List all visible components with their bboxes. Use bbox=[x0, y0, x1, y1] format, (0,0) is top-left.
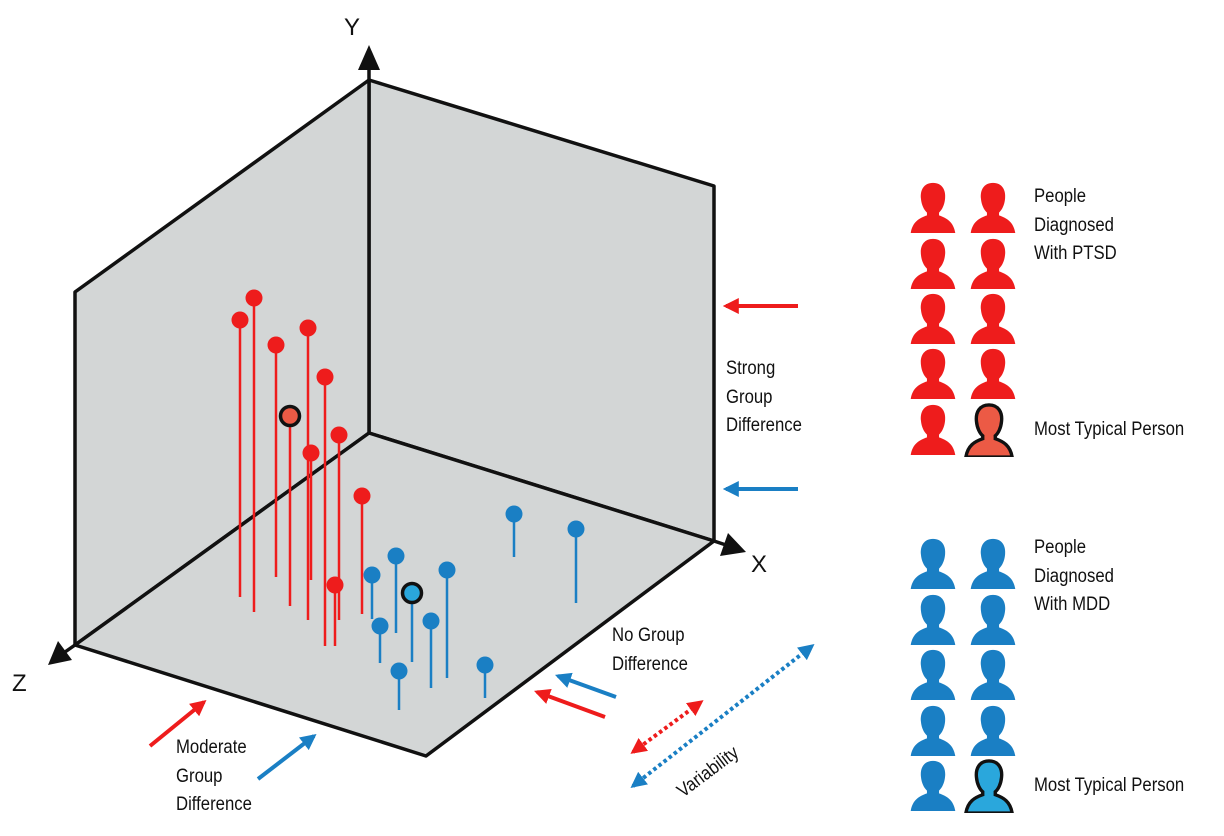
person-silhouette-icon bbox=[970, 538, 1016, 589]
z-axis-label: Z bbox=[12, 670, 27, 697]
mdd-point bbox=[371, 617, 389, 635]
y-axis-label: Y bbox=[344, 14, 361, 41]
z-axis-extension bbox=[63, 643, 77, 654]
person-silhouette-icon bbox=[910, 760, 956, 811]
ptsd-point bbox=[302, 444, 320, 462]
mdd-point bbox=[363, 566, 381, 584]
person-silhouette-icon bbox=[910, 238, 956, 289]
no-difference-label: No Group Difference bbox=[612, 625, 688, 675]
person-silhouette-icon bbox=[970, 348, 1016, 399]
person-silhouette-icon bbox=[970, 238, 1016, 289]
moderate-red-arrow bbox=[148, 699, 207, 748]
strong-difference-label: Strong Group Difference bbox=[726, 358, 802, 436]
mdd-point bbox=[438, 561, 456, 579]
mdd-typical-person-icon bbox=[966, 761, 1012, 813]
ptsd-points bbox=[231, 289, 371, 646]
mdd-people-group bbox=[910, 538, 1016, 813]
ptsd-point bbox=[316, 368, 334, 386]
ptsd-point bbox=[326, 576, 344, 594]
no-diff-blue-arrow bbox=[554, 672, 617, 699]
ptsd-point bbox=[353, 487, 371, 505]
ptsd-legend-title: People Diagnosed With PTSD bbox=[1034, 186, 1117, 264]
variability-red-arrow bbox=[630, 700, 704, 754]
x-axis-label: X bbox=[751, 551, 768, 578]
variability-blue-arrow bbox=[630, 644, 815, 788]
cube-3d bbox=[48, 45, 746, 758]
person-silhouette-icon bbox=[910, 538, 956, 589]
person-silhouette-icon bbox=[910, 705, 956, 756]
ptsd-people-group bbox=[910, 182, 1016, 457]
person-silhouette-icon bbox=[910, 649, 956, 700]
x-axis-arrowhead bbox=[720, 533, 746, 556]
person-silhouette-icon bbox=[910, 293, 956, 344]
person-silhouette-icon bbox=[970, 594, 1016, 645]
person-silhouette-icon bbox=[970, 649, 1016, 700]
z-axis-arrowhead bbox=[48, 641, 72, 665]
mdd-points bbox=[363, 505, 585, 710]
mdd-point bbox=[567, 520, 585, 538]
ptsd-most-typical-point bbox=[278, 404, 302, 428]
mdd-typical-label: Most Typical Person bbox=[1034, 775, 1185, 796]
moderate-blue-arrow bbox=[256, 734, 317, 781]
ptsd-point bbox=[330, 426, 348, 444]
person-silhouette-icon bbox=[970, 293, 1016, 344]
ptsd-point bbox=[231, 311, 249, 329]
x-axis-extension bbox=[713, 539, 727, 547]
ptsd-point bbox=[245, 289, 263, 307]
mdd-legend-title: People Diagnosed With MDD bbox=[1034, 537, 1114, 615]
ptsd-point bbox=[299, 319, 317, 337]
moderate-difference-label: Moderate Group Difference bbox=[176, 737, 252, 815]
ptsd-typical-label: Most Typical Person bbox=[1034, 419, 1185, 440]
mdd-most-typical-point bbox=[400, 581, 424, 605]
person-silhouette-icon bbox=[910, 182, 956, 233]
ptsd-typical-person-icon bbox=[966, 405, 1012, 457]
mdd-point bbox=[390, 662, 408, 680]
no-diff-red-arrow bbox=[533, 688, 606, 719]
person-silhouette-icon bbox=[970, 182, 1016, 233]
person-silhouette-icon bbox=[970, 705, 1016, 756]
mdd-point bbox=[505, 505, 523, 523]
person-silhouette-icon bbox=[910, 348, 956, 399]
mdd-point bbox=[422, 612, 440, 630]
mdd-point bbox=[476, 656, 494, 674]
ptsd-point bbox=[267, 336, 285, 354]
y-axis-arrowhead bbox=[358, 45, 380, 70]
person-silhouette-icon bbox=[910, 404, 956, 455]
mdd-point bbox=[387, 547, 405, 565]
person-silhouette-icon bbox=[910, 594, 956, 645]
